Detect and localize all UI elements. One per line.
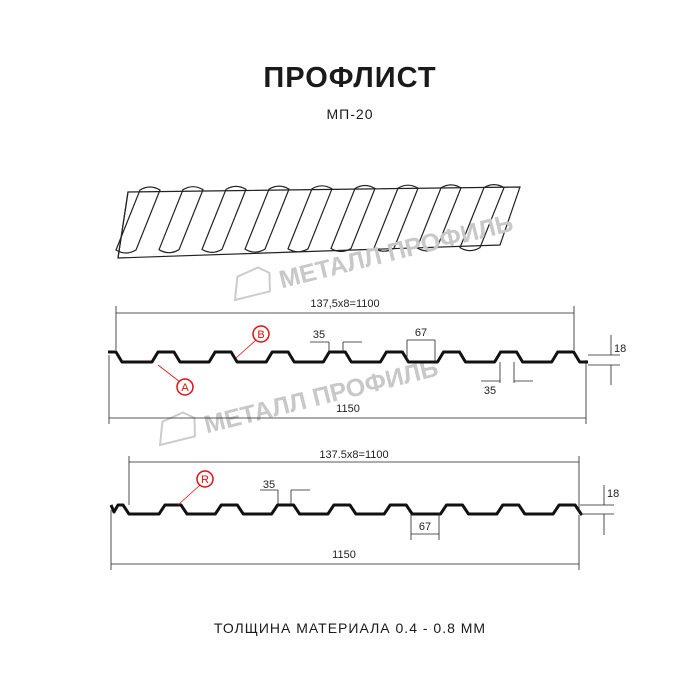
sheet-rib xyxy=(115,186,161,254)
profile-1-labels: 137,5x8=1100 1150 35 67 35 18 xyxy=(310,298,626,415)
sheet-rib xyxy=(244,185,290,253)
pitch-label: 137.5x8=1100 xyxy=(319,449,388,461)
height-label: 18 xyxy=(607,488,619,500)
subtitle: МП-20 xyxy=(326,106,374,122)
profile-line xyxy=(108,350,588,364)
profile-1 xyxy=(108,350,588,364)
marker-b-label: B xyxy=(257,329,264,341)
sheet-rib xyxy=(158,186,204,254)
watermark-logo-icon xyxy=(158,411,196,447)
marker-r-label: R xyxy=(201,474,209,486)
width-label: 1150 xyxy=(332,549,356,561)
marker-b: B xyxy=(235,325,270,359)
pitch-label: 137,5x8=1100 xyxy=(310,298,379,310)
sheet-rib xyxy=(416,184,462,252)
height-label: 18 xyxy=(614,343,626,355)
groove-label: 67 xyxy=(415,327,427,339)
groove-label: 67 xyxy=(419,521,431,533)
profile-1-dims xyxy=(108,306,620,424)
sheet-rib xyxy=(330,184,376,253)
bottom-label: 35 xyxy=(484,385,496,397)
watermark-1: МЕТАЛЛ ПРОФИЛЬ xyxy=(233,209,516,302)
marker-r: R xyxy=(177,470,214,506)
sheet-edge xyxy=(117,191,129,259)
width-label: 1150 xyxy=(336,403,360,415)
profile-2-labels: 137.5x8=1100 1150 35 67 18 xyxy=(263,449,619,561)
watermark-2: МЕТАЛЛ ПРОФИЛЬ xyxy=(158,354,441,447)
page-title: ПРОФЛИСТ xyxy=(263,62,437,94)
crest-label: 35 xyxy=(263,479,275,491)
crest-label: 35 xyxy=(313,329,325,341)
profile-2 xyxy=(109,503,583,516)
sheet-rib xyxy=(201,185,247,253)
profile-2-dims xyxy=(110,456,614,570)
profile-line xyxy=(109,503,583,516)
watermark-logo-icon xyxy=(233,266,271,302)
sheet-rib xyxy=(459,184,505,252)
material-thickness: ТОЛЩИНА МАТЕРИАЛА 0.4 - 0.8 ММ xyxy=(213,620,487,636)
marker-a-label: A xyxy=(181,382,189,394)
sheet-rib xyxy=(287,185,333,253)
sheet-perspective xyxy=(115,184,521,259)
watermark-text: МЕТАЛЛ ПРОФИЛЬ xyxy=(201,354,441,439)
marker-a: A xyxy=(157,364,194,396)
